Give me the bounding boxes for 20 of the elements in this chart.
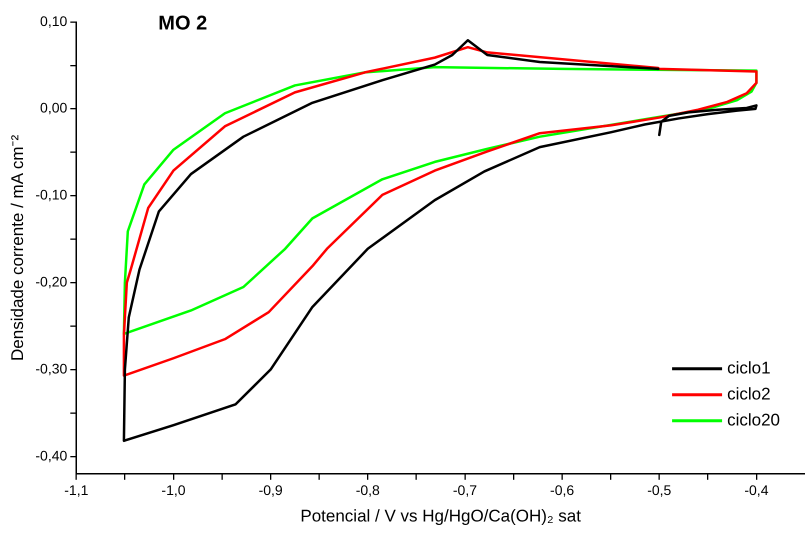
legend-label: ciclo2 (727, 384, 771, 404)
chart-title: MO 2 (158, 12, 208, 35)
x-tick-label: -0,4 (744, 482, 769, 498)
y-tick-label: 0,10 (40, 12, 68, 29)
y-tick-label: -0,40 (35, 447, 68, 464)
x-tick-label: -0,8 (356, 482, 380, 498)
x-tick-label: -1,0 (161, 482, 186, 498)
x-tick-label: -1,1 (64, 482, 89, 498)
y-tick-label: 0,00 (40, 100, 68, 116)
y-tick-label: -0,30 (35, 360, 68, 376)
x-tick-label: -0,9 (258, 482, 283, 498)
x-tick-label: -0,6 (550, 482, 574, 498)
x-tick-label: -0,5 (647, 482, 672, 498)
x-tick-label: -0,7 (452, 482, 478, 498)
y-axis-title: Densidade corrente / mA cm⁻² (8, 134, 27, 361)
x-axis-title: Potencial / V vs Hg/HgO/Ca(OH)₂ sat (300, 506, 582, 526)
legend-label: ciclo1 (727, 358, 771, 378)
legend-label: ciclo20 (727, 410, 780, 430)
y-tick-label: -0,20 (35, 274, 68, 290)
y-tick-label: -0,10 (35, 186, 68, 203)
